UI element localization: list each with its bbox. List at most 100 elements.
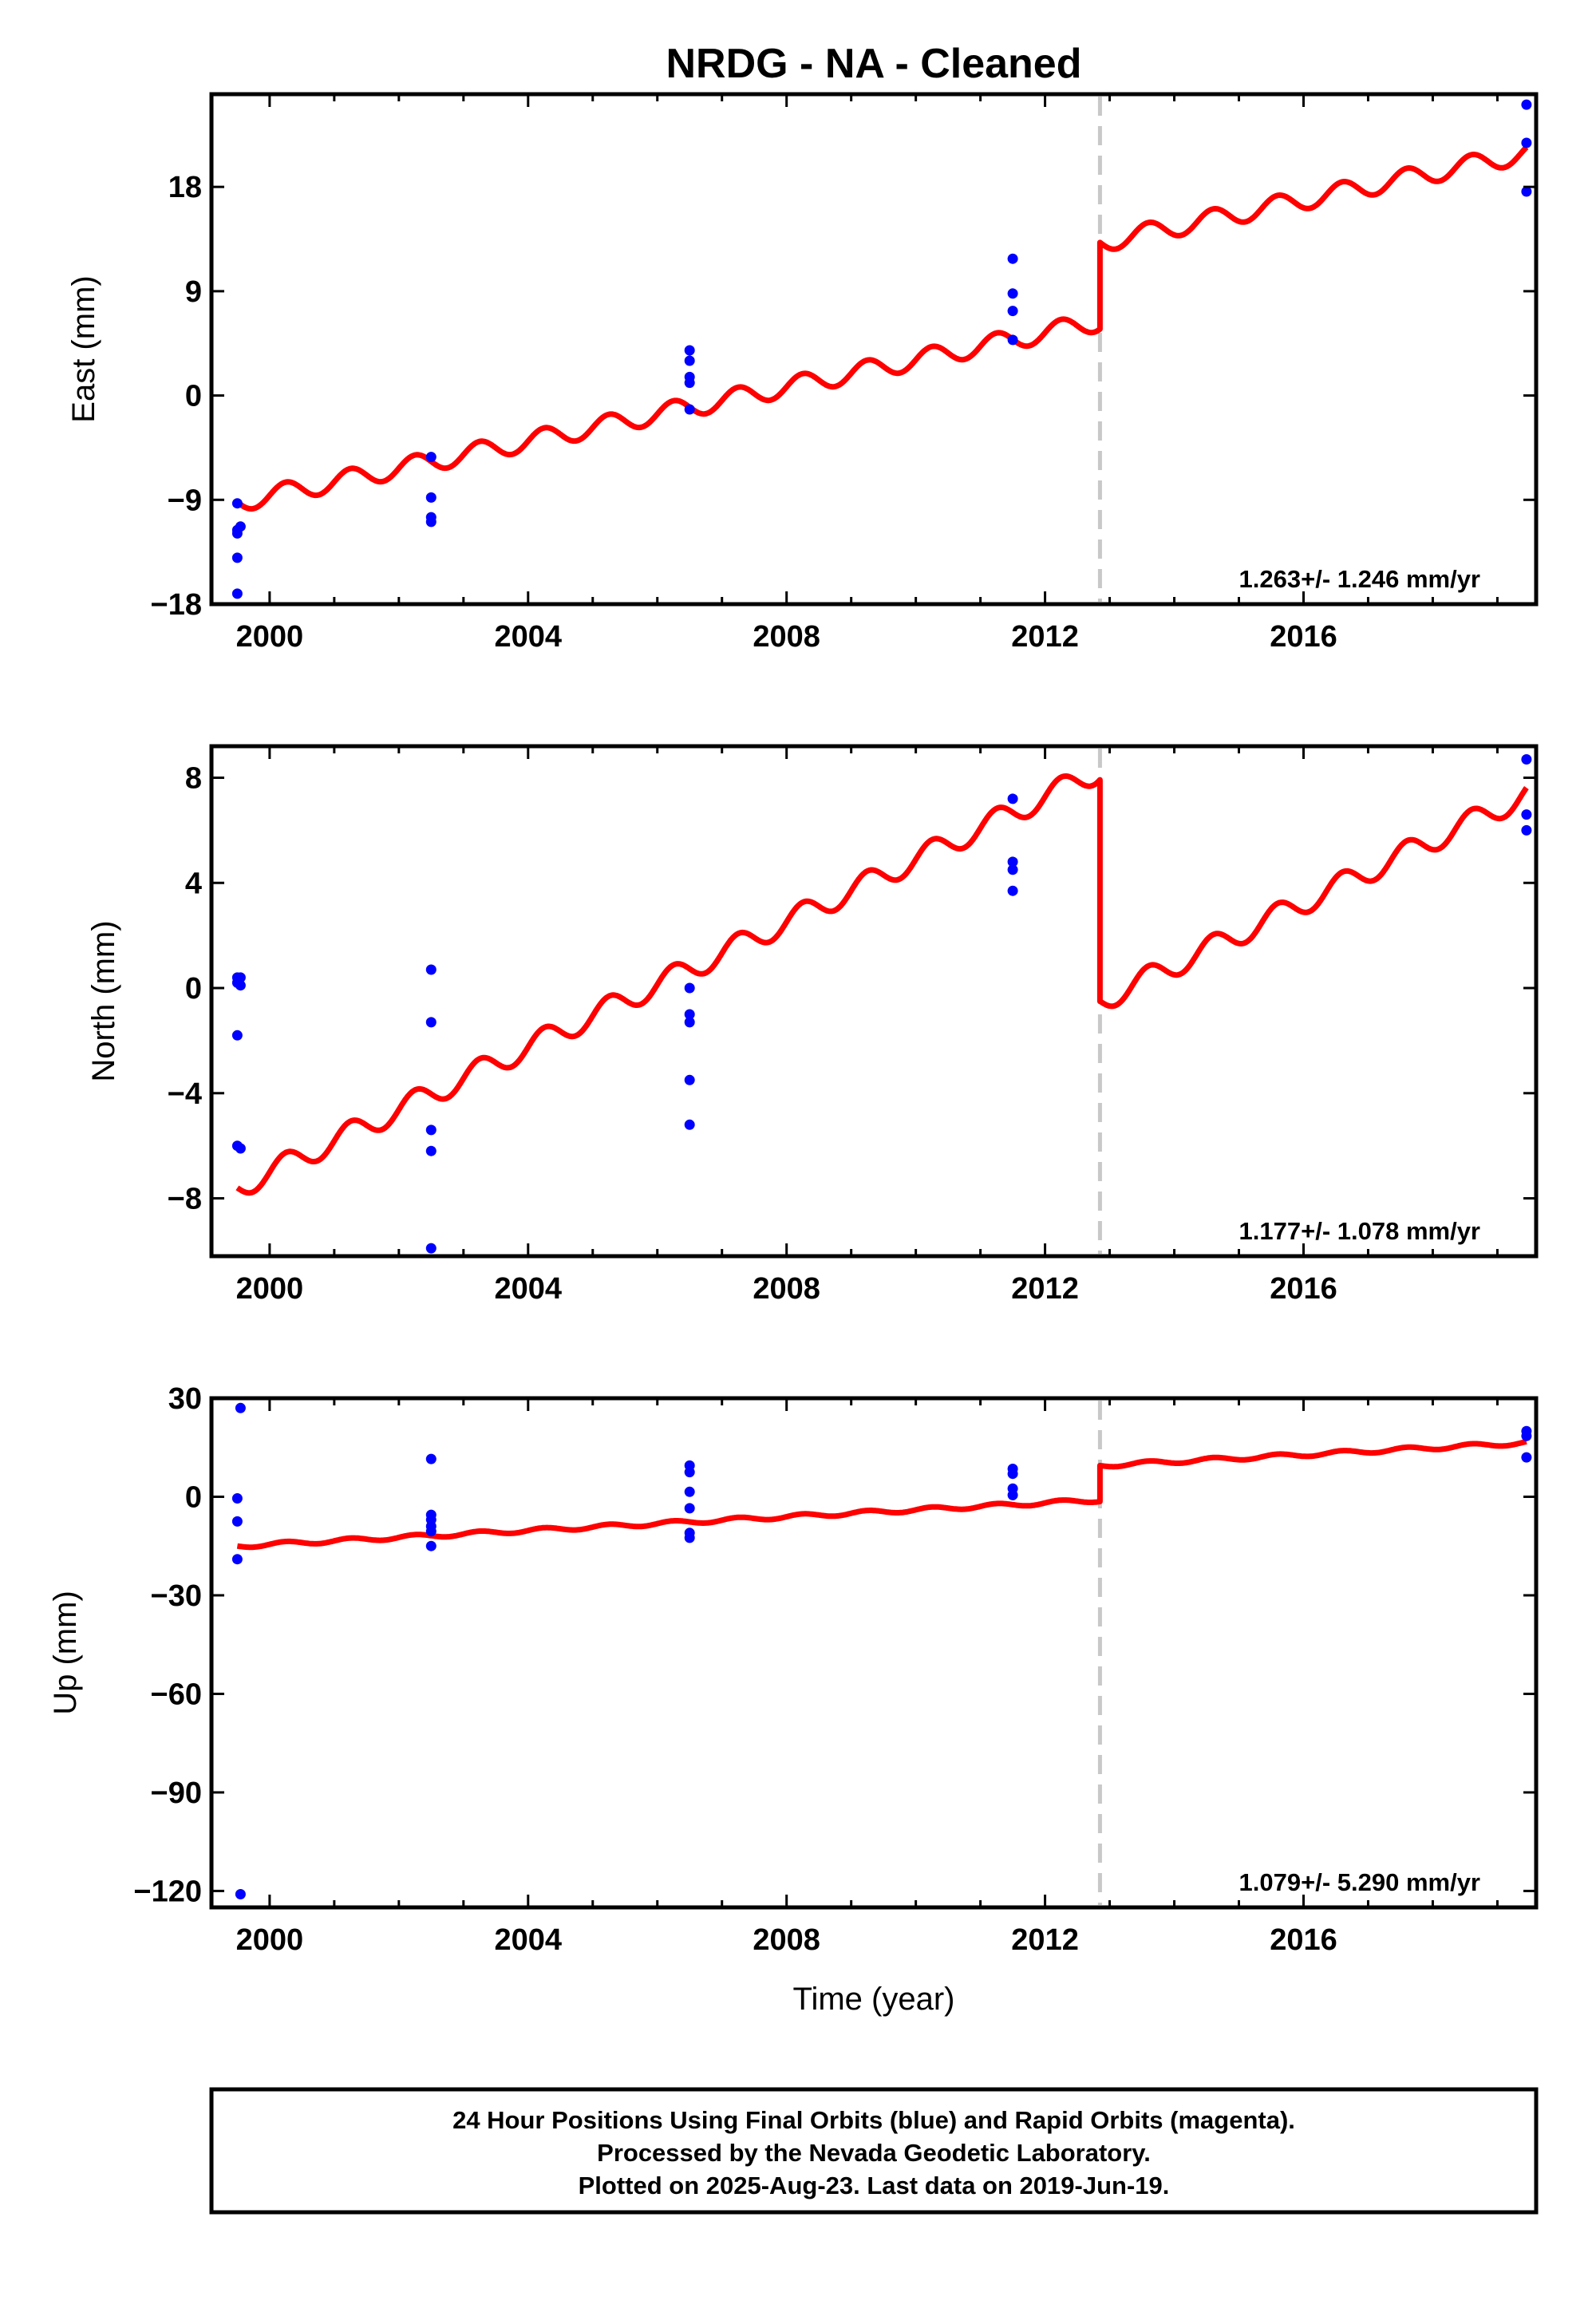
footer-line-1: 24 Hour Positions Using Final Orbits (bl… [452,2106,1295,2134]
data-point [1521,1430,1532,1441]
data-point [231,588,243,599]
footer-frame [209,2087,1539,2215]
data-point [235,1402,246,1413]
y-tick-label: −60 [151,1678,202,1711]
data-point [425,1540,437,1551]
y-tick-label: −90 [151,1777,202,1810]
data-point [231,1554,243,1565]
north-panel: 2000 2004 2008 2012 2016 −8 −4 0 4 8 North (mm) 1.1… [86,744,1539,1306]
data-point [684,1486,695,1497]
data-point [1521,1452,1532,1463]
y-tick-label: 4 [185,867,202,900]
rate-label: 1.079+/- 5.290 mm/yr [1239,1868,1480,1896]
footer-line-3: Plotted on 2025-Aug-23. Last data on 201… [579,2172,1170,2199]
data-point [425,516,437,528]
x-tick-label: 2000 [236,620,304,654]
data-point [1521,99,1532,110]
x-tick-label: 2008 [753,620,820,654]
data-point [1007,864,1018,875]
data-point [684,404,695,415]
x-tick-label: 2000 [236,1272,304,1306]
data-point [235,980,246,991]
data-point [1007,253,1018,264]
y-tick-label: −120 [133,1875,202,1908]
data-point [684,982,695,994]
x-tick-label: 2012 [1011,1923,1079,1957]
data-point [1007,793,1018,804]
y-axis-label: Up (mm) [48,1591,83,1715]
data-point [425,1145,437,1156]
y-tick-label: −30 [151,1579,202,1613]
x-tick-label: 2016 [1270,1272,1337,1306]
x-tick-label: 2008 [753,1923,820,1957]
data-point [1007,1489,1018,1500]
data-point [425,452,437,463]
up-panel: 2000 2004 2008 2012 2016 −120 −90 −60 −30 0 30 Up (… [48,1382,1539,1957]
x-tick-label: 2012 [1011,620,1079,654]
footer-box: 24 Hour Positions Using Final Orbits (bl… [209,2087,1539,2215]
x-tick-label: 2012 [1011,1272,1079,1306]
data-point [684,1503,695,1514]
data-point [684,1532,695,1543]
x-tick-label: 2016 [1270,620,1337,654]
data-point [1521,186,1532,197]
figure-title: NRDG - NA - Cleaned [666,41,1082,87]
model-fit-line [235,145,1529,512]
y-axis-label: North (mm) [86,920,121,1081]
data-point [684,1017,695,1028]
rate-label: 1.177+/- 1.078 mm/yr [1239,1217,1480,1245]
data-point [684,345,695,356]
data-point [425,1453,437,1464]
x-tick-label: 2016 [1270,1923,1337,1957]
x-tick-label: 2004 [495,1272,563,1306]
plot-frame [209,744,1539,1259]
data-point [425,1124,437,1136]
data-point [1007,1468,1018,1480]
x-tick-label: 2000 [236,1923,304,1957]
y-tick-label: −18 [151,588,202,622]
y-tick-label: 18 [168,171,202,204]
model-fit-line [235,773,1529,1196]
rate-label: 1.263+/- 1.246 mm/yr [1239,565,1480,593]
x-tick-label: 2004 [495,620,563,654]
data-point [1007,334,1018,346]
x-tick-label: 2008 [753,1272,820,1306]
data-point [425,1526,437,1537]
data-point [1521,809,1532,820]
data-point [1007,856,1018,868]
y-tick-label: 9 [185,275,202,309]
footer-line-2: Processed by the Nevada Geodetic Laborat… [597,2139,1151,2167]
data-point [1521,137,1532,148]
data-point [425,1243,437,1254]
data-point [235,1143,246,1154]
data-point [1007,885,1018,896]
data-point [684,1467,695,1478]
y-tick-label: −4 [168,1077,202,1111]
data-point [1007,288,1018,299]
data-point [684,377,695,389]
east-panel: 2000 2004 2008 2012 2016 −18 −9 0 9 18 East (mm) 1.… [66,92,1539,654]
y-tick-label: 0 [185,380,202,413]
data-point [231,1030,243,1041]
data-point [684,1009,695,1020]
data-point [235,1889,246,1899]
data-point [1521,754,1532,765]
data-point [684,1074,695,1085]
data-point [1007,306,1018,317]
data-point [231,498,243,509]
y-tick-label: 30 [168,1382,202,1416]
data-point [425,964,437,975]
y-tick-label: 0 [185,1480,202,1514]
x-tick-label: 2004 [495,1923,563,1957]
model-fit-line [235,1438,1528,1551]
data-point [425,492,437,503]
data-point [231,1493,243,1504]
data-point [231,1516,243,1527]
plot-frame [209,1396,1539,1910]
data-point [425,1017,437,1028]
data-point [684,355,695,366]
y-tick-label: −9 [168,484,202,517]
y-tick-label: −8 [168,1183,202,1216]
data-point [235,521,246,532]
